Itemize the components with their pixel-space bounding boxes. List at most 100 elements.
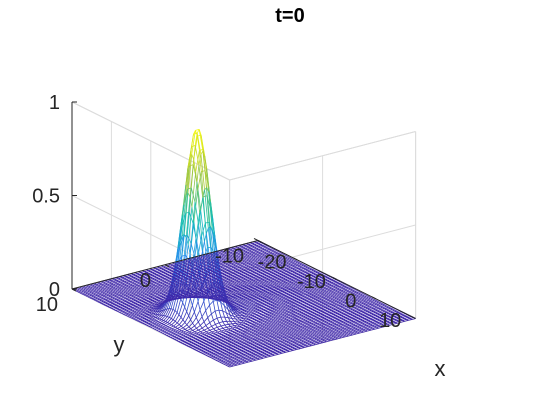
mesh-line <box>158 285 163 288</box>
mesh-line <box>157 296 162 298</box>
mesh-line <box>85 291 90 294</box>
mesh-line <box>251 328 256 331</box>
mesh-line <box>209 319 214 324</box>
mesh-line <box>143 278 148 280</box>
mesh-line <box>98 289 103 292</box>
mesh-line <box>196 225 200 242</box>
mesh-line <box>222 345 227 347</box>
mesh-line <box>180 306 186 318</box>
mesh-line <box>273 348 278 350</box>
mesh-line <box>232 358 237 361</box>
mesh-line <box>159 320 164 324</box>
mesh-line <box>286 343 291 346</box>
mesh-line <box>180 298 184 303</box>
mesh-line <box>180 325 184 329</box>
mesh-line <box>264 349 269 351</box>
mesh-line <box>233 345 238 347</box>
mesh-line <box>264 355 269 357</box>
mesh-line <box>105 298 109 301</box>
mesh-line <box>274 354 279 356</box>
mesh-line <box>146 302 151 304</box>
mesh-line <box>159 294 164 297</box>
mesh-line <box>168 334 173 337</box>
mesh-line <box>208 191 213 231</box>
mesh-line <box>83 293 88 296</box>
mesh-line <box>136 316 141 319</box>
mesh-line <box>236 357 241 360</box>
mesh-line <box>239 348 244 350</box>
mesh-line <box>232 336 237 339</box>
mesh-line <box>197 171 202 191</box>
mesh-line <box>214 310 218 319</box>
mesh-line <box>227 339 232 341</box>
mesh-line <box>176 312 180 316</box>
mesh-line <box>193 130 196 135</box>
mesh-line <box>102 294 107 297</box>
mesh-line <box>187 332 192 335</box>
mesh-line <box>179 324 182 327</box>
mesh-line <box>240 356 245 359</box>
mesh-line <box>256 325 261 328</box>
mesh-line <box>271 350 276 352</box>
mesh-line <box>245 322 250 324</box>
mesh-line <box>110 301 115 303</box>
mesh-line <box>205 348 210 350</box>
mesh-line <box>117 309 122 312</box>
mesh-line <box>158 299 163 301</box>
mesh-line <box>166 280 171 283</box>
mesh-line <box>288 344 293 346</box>
mesh-line <box>149 307 154 311</box>
mesh-line <box>272 339 278 342</box>
mesh-line <box>243 324 248 326</box>
mesh-line <box>224 328 229 331</box>
mesh-line <box>107 302 112 304</box>
mesh-line <box>213 326 218 330</box>
mesh-line <box>142 291 147 294</box>
mesh-line <box>222 310 225 318</box>
mesh-line <box>200 262 205 280</box>
mesh-line <box>220 350 225 352</box>
mesh-line <box>245 328 250 331</box>
mesh-line <box>244 342 249 344</box>
mesh-line <box>99 298 104 301</box>
mesh-line <box>141 285 146 288</box>
mesh-line <box>229 343 234 345</box>
mesh-line <box>218 352 223 354</box>
mesh-line <box>245 351 250 353</box>
mesh-line <box>144 273 149 275</box>
mesh-line <box>227 361 232 364</box>
mesh-line <box>178 337 183 339</box>
mesh-line <box>187 339 192 341</box>
mesh-line <box>149 283 154 286</box>
mesh-line <box>91 291 96 294</box>
mesh-line <box>216 339 221 341</box>
mesh-line <box>95 293 100 296</box>
mesh-line <box>105 281 110 284</box>
mesh-line <box>219 335 224 337</box>
mesh-line <box>205 322 210 326</box>
mesh-line <box>180 322 186 327</box>
mesh-line <box>157 287 162 290</box>
mesh-line <box>166 283 171 286</box>
mesh-line <box>143 305 148 308</box>
mesh-line <box>160 324 165 327</box>
mesh-line <box>197 321 201 326</box>
mesh-line <box>263 340 268 343</box>
mesh-line <box>202 197 207 234</box>
mesh-line <box>252 340 257 343</box>
mesh-line <box>241 319 246 322</box>
mesh-line <box>193 348 199 350</box>
mesh-line <box>150 298 155 300</box>
mesh-line <box>132 280 136 283</box>
mesh-line <box>194 329 199 333</box>
mesh-line <box>217 325 222 328</box>
mesh-line <box>164 288 169 291</box>
mesh-line <box>240 362 245 365</box>
mesh-line <box>277 350 282 352</box>
mesh-line <box>170 332 175 335</box>
mesh-line <box>137 272 142 274</box>
mesh-line <box>213 319 216 325</box>
mesh-line <box>294 347 299 349</box>
mesh-line <box>108 294 113 297</box>
